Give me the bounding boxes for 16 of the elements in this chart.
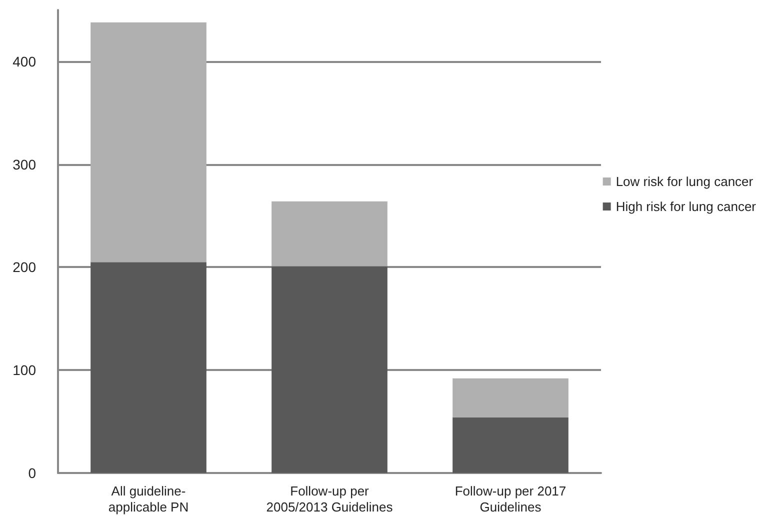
bar <box>90 22 206 262</box>
bar <box>90 262 206 473</box>
y-tick-label: 100 <box>12 362 36 378</box>
y-tick-label: 400 <box>12 53 36 70</box>
x-tick-label: Follow-up per 2005/2013 Guidelines <box>266 484 394 514</box>
y-tick-label: 0 <box>28 465 36 481</box>
bar <box>272 201 388 266</box>
legend-label: Low risk for lung cancer <box>616 174 754 189</box>
legend-label: High risk for lung cancer <box>616 199 757 214</box>
y-tick-label: 200 <box>12 259 36 276</box>
bar <box>272 266 388 473</box>
x-tick-label: Follow-up per 2017 Guidelines <box>454 484 566 514</box>
bar <box>452 417 568 473</box>
y-tick-label: 300 <box>12 156 36 172</box>
x-tick-label: All guideline- applicable PN <box>108 484 189 514</box>
bar <box>452 378 568 418</box>
